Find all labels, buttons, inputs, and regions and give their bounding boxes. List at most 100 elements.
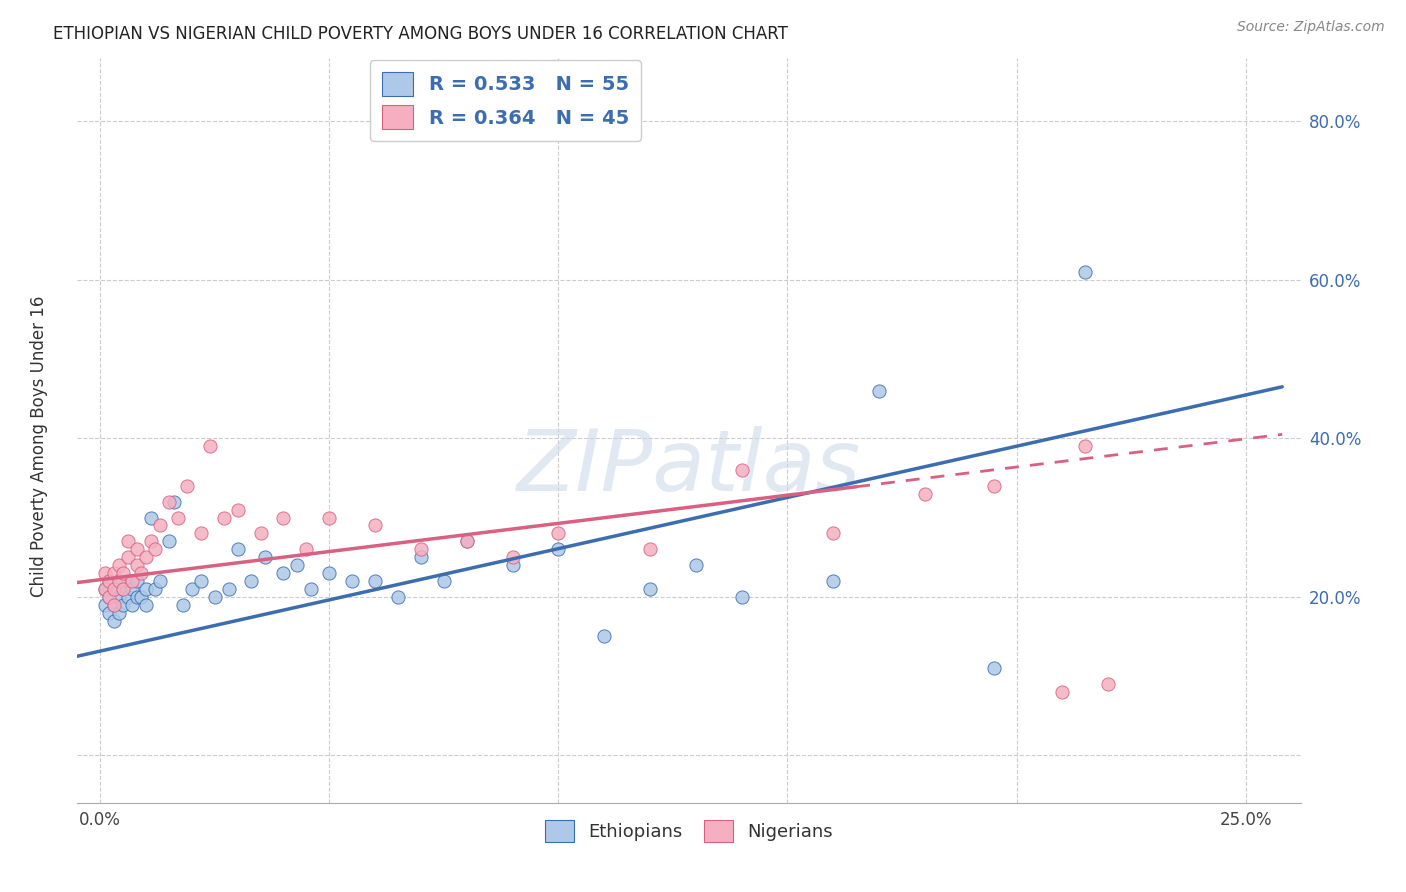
Point (176, 479, 198, 493)
Point (240, 574, 263, 588)
Point (218, 582, 240, 596)
Text: Child Poverty Among Boys Under 16: Child Poverty Among Boys Under 16 (31, 295, 48, 597)
Point (125, 590, 148, 604)
Point (433, 574, 456, 588)
Point (112, 566, 135, 580)
Point (103, 598, 125, 612)
Point (107, 574, 129, 588)
Point (273, 566, 295, 580)
Point (685, 558, 707, 573)
Point (409, 542, 432, 557)
Point (121, 574, 143, 588)
Text: ETHIOPIAN VS NIGERIAN CHILD POVERTY AMONG BOYS UNDER 16 CORRELATION CHART: ETHIOPIAN VS NIGERIAN CHILD POVERTY AMON… (53, 25, 789, 43)
Point (103, 598, 125, 612)
Point (638, 582, 661, 596)
Point (295, 542, 318, 557)
Point (117, 590, 139, 604)
Point (226, 542, 249, 557)
Point (149, 518, 172, 533)
Point (121, 582, 143, 596)
Point (249, 526, 271, 541)
Point (98, 590, 121, 604)
Point (94, 598, 117, 612)
Point (139, 510, 162, 524)
Point (456, 534, 478, 549)
Point (135, 550, 157, 565)
Point (456, 534, 478, 549)
Point (117, 550, 139, 565)
Point (364, 574, 387, 588)
Point (1074, 265, 1097, 279)
Point (112, 582, 135, 596)
Point (299, 582, 322, 596)
Point (135, 598, 157, 612)
Point (730, 590, 752, 604)
Point (117, 574, 139, 588)
Point (131, 566, 153, 580)
Point (983, 479, 1005, 493)
Point (125, 558, 148, 573)
Point (143, 582, 166, 596)
Point (547, 526, 569, 541)
Point (149, 574, 172, 588)
Point (1097, 677, 1119, 691)
Point (342, 574, 364, 588)
Point (387, 590, 409, 604)
Point (121, 598, 143, 612)
Point (112, 598, 135, 612)
Point (103, 614, 125, 628)
Point (98, 574, 121, 588)
Point (318, 566, 340, 580)
Text: Source: ZipAtlas.com: Source: ZipAtlas.com (1237, 20, 1385, 34)
Point (914, 487, 936, 501)
Point (98, 574, 121, 588)
Point (868, 384, 890, 398)
Point (143, 542, 166, 557)
Point (502, 558, 524, 573)
Point (103, 582, 125, 596)
Point (285, 558, 308, 573)
Point (167, 510, 190, 524)
Point (117, 534, 139, 549)
Point (212, 510, 235, 524)
Point (180, 582, 202, 596)
Point (254, 550, 277, 565)
Point (226, 502, 249, 516)
Point (107, 558, 129, 573)
Point (273, 510, 295, 524)
Point (638, 542, 661, 557)
Point (157, 494, 180, 508)
Point (318, 510, 340, 524)
Point (94, 566, 117, 580)
Point (823, 574, 845, 588)
Point (125, 542, 148, 557)
Point (162, 494, 184, 508)
Point (157, 534, 180, 549)
Point (502, 550, 524, 565)
Point (94, 582, 117, 596)
Point (131, 590, 153, 604)
Point (135, 582, 157, 596)
Point (172, 598, 194, 612)
Point (94, 582, 117, 596)
Point (107, 606, 129, 620)
Point (107, 574, 129, 588)
Point (547, 542, 569, 557)
Point (409, 550, 432, 565)
Point (190, 526, 212, 541)
Point (103, 582, 125, 596)
Point (364, 518, 387, 533)
Legend: Ethiopians, Nigerians: Ethiopians, Nigerians (537, 814, 841, 850)
Point (204, 590, 226, 604)
Point (103, 566, 125, 580)
Text: ZIPatlas: ZIPatlas (517, 426, 860, 509)
Point (139, 534, 162, 549)
Point (730, 463, 752, 477)
Point (1052, 685, 1074, 699)
Point (823, 526, 845, 541)
Point (125, 574, 148, 588)
Point (198, 439, 221, 453)
Point (112, 582, 135, 596)
Point (593, 629, 616, 643)
Point (983, 661, 1005, 675)
